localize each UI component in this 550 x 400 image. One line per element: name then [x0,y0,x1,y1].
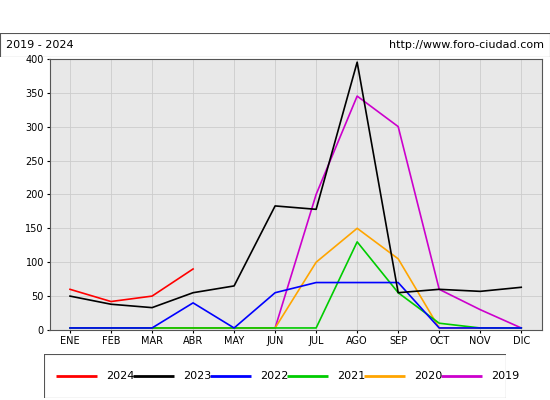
Text: 2024: 2024 [106,371,135,381]
Text: Evolucion Nº Turistas Extranjeros en el municipio de Muros de Nalón: Evolucion Nº Turistas Extranjeros en el … [38,9,512,24]
Text: 2023: 2023 [183,371,212,381]
Text: 2019: 2019 [491,371,520,381]
Text: 2020: 2020 [414,371,443,381]
Text: 2021: 2021 [337,371,366,381]
Text: 2019 - 2024: 2019 - 2024 [6,40,73,50]
Text: 2022: 2022 [260,371,289,381]
Text: http://www.foro-ciudad.com: http://www.foro-ciudad.com [389,40,544,50]
